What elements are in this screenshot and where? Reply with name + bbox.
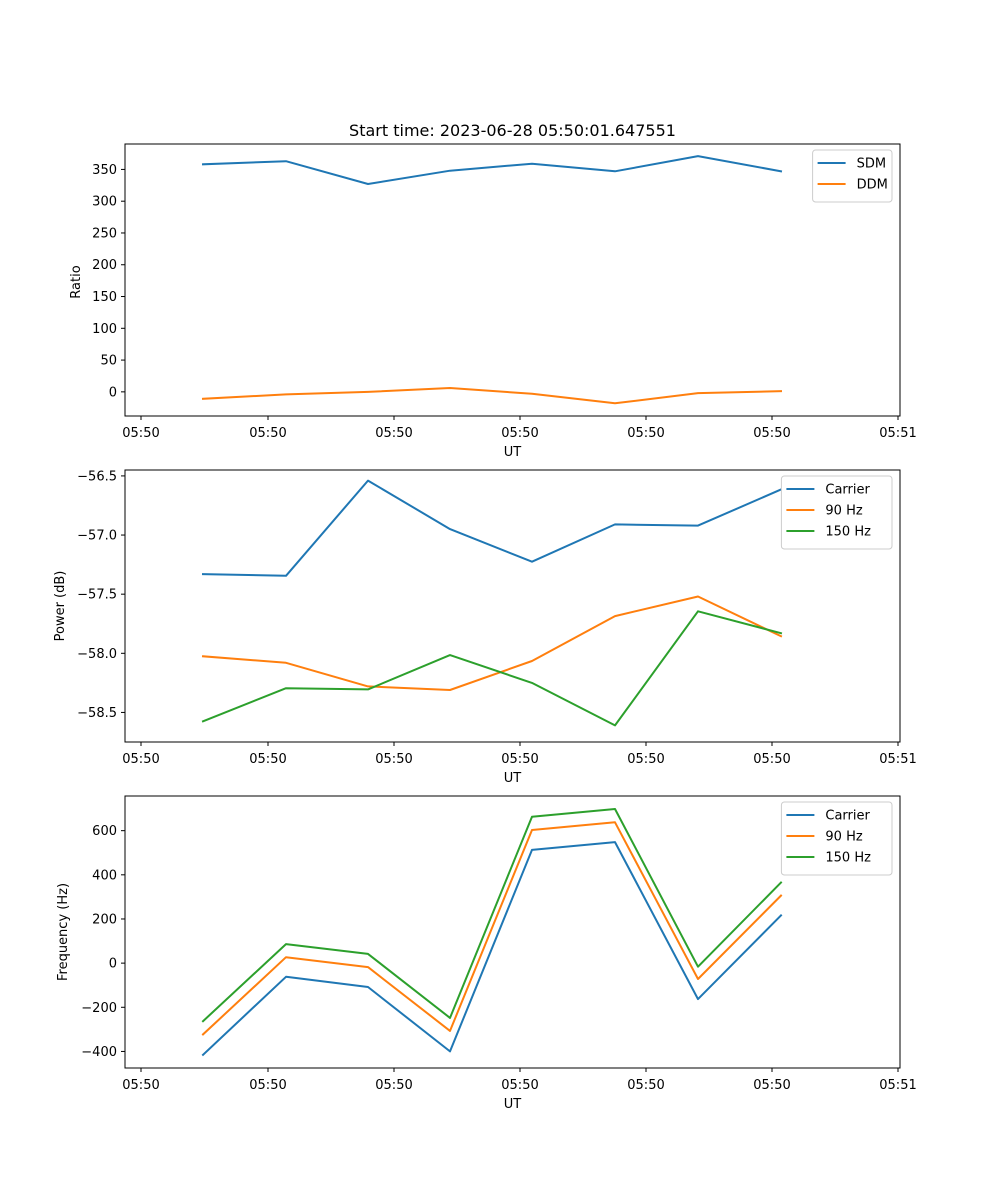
x-axis-label-power: UT — [504, 771, 522, 786]
x-tick-label-frequency: 05:50 — [627, 1078, 664, 1093]
legend-power: Carrier 90 Hz 150 Hz — [780, 475, 893, 550]
x-tick-label-frequency: 05:50 — [122, 1078, 159, 1093]
y-tick-label-frequency: 600 — [92, 824, 117, 839]
x-tick-label-power: 05:50 — [122, 752, 159, 767]
y-tick-label-ratio: 0 — [109, 385, 117, 400]
series-line-ratio-0 — [201, 155, 783, 185]
legend-ratio: SDM DDM — [812, 149, 893, 203]
x-axis-label-frequency: UT — [504, 1097, 522, 1112]
chart-title: Start time: 2023-06-28 05:50:01.647551 — [349, 121, 676, 140]
y-tick-label-ratio: 50 — [100, 354, 117, 369]
plot-frequency: 05:50 05:50 05:50 05:50 05:50 05:50 05:51 −400 −… — [81, 795, 917, 1093]
x-tick-label-power: 05:50 — [501, 752, 538, 767]
legend-label-frequency: Carrier — [825, 809, 870, 824]
y-tick-label-frequency: 200 — [92, 912, 117, 927]
x-tick-label-ratio: 05:50 — [753, 426, 790, 441]
x-tick-label-ratio: 05:50 — [122, 426, 159, 441]
legend-label-power: Carrier — [825, 483, 870, 498]
y-tick-label-frequency: −400 — [81, 1045, 117, 1060]
x-tick-label-frequency: 05:50 — [249, 1078, 286, 1093]
y-axis-label-frequency: Frequency (Hz) — [56, 883, 71, 981]
x-tick-label-frequency: 05:50 — [753, 1078, 790, 1093]
series-line-ratio-1 — [201, 387, 783, 405]
series-line-power-0 — [201, 479, 783, 577]
y-tick-label-frequency: −200 — [81, 1001, 117, 1016]
y-tick-label-frequency: 400 — [92, 868, 117, 883]
axes-frame-frequency — [124, 795, 901, 1069]
x-tick-label-ratio: 05:50 — [501, 426, 538, 441]
legend-label-frequency: 90 Hz — [825, 830, 862, 845]
y-axis-label-power: Power (dB) — [53, 571, 68, 642]
series-line-power-1 — [201, 595, 783, 691]
x-tick-label-ratio: 05:50 — [627, 426, 664, 441]
series-line-frequency-2 — [201, 808, 783, 1023]
axes-frame-power — [124, 469, 901, 743]
y-tick-label-frequency: 0 — [109, 957, 117, 972]
panel-power: Power (dB) UT — [53, 571, 521, 786]
x-tick-label-frequency: 05:50 — [375, 1078, 412, 1093]
y-tick-label-power: −57.5 — [77, 588, 117, 603]
x-tick-label-power: 05:50 — [375, 752, 412, 767]
x-tick-label-frequency: 05:51 — [879, 1078, 916, 1093]
x-tick-label-ratio: 05:51 — [879, 426, 916, 441]
plot-ratio: 05:50 05:50 05:50 05:50 05:50 05:50 05:51 0 50 10… — [92, 143, 917, 441]
legend-label-frequency: 150 Hz — [825, 851, 871, 866]
series-line-power-2 — [201, 610, 783, 727]
legend-label-power: 90 Hz — [825, 504, 862, 519]
legend-label-ratio: DDM — [857, 178, 888, 193]
y-tick-label-ratio: 100 — [92, 322, 117, 337]
x-tick-label-ratio: 05:50 — [375, 426, 412, 441]
x-tick-label-power: 05:51 — [879, 752, 916, 767]
series-line-frequency-0 — [201, 841, 783, 1057]
plot-power: 05:50 05:50 05:50 05:50 05:50 05:50 05:51 −58.5… — [77, 469, 917, 767]
y-tick-label-ratio: 250 — [92, 226, 117, 241]
y-axis-label-ratio: Ratio — [69, 265, 84, 298]
y-tick-label-power: −58.0 — [77, 647, 117, 662]
legend-label-ratio: SDM — [857, 157, 886, 172]
y-tick-label-ratio: 300 — [92, 195, 117, 210]
legend-frequency: Carrier 90 Hz 150 Hz — [780, 801, 893, 876]
x-tick-label-frequency: 05:50 — [501, 1078, 538, 1093]
y-tick-label-ratio: 200 — [92, 258, 117, 273]
legend-label-power: 150 Hz — [825, 525, 871, 540]
x-tick-label-power: 05:50 — [627, 752, 664, 767]
series-line-frequency-1 — [201, 821, 783, 1036]
x-tick-label-power: 05:50 — [249, 752, 286, 767]
x-axis-label-ratio: UT — [504, 445, 522, 460]
y-tick-label-ratio: 150 — [92, 290, 117, 305]
panel-ratio: Ratio UT — [69, 265, 521, 460]
x-tick-label-ratio: 05:50 — [249, 426, 286, 441]
y-tick-label-power: −58.5 — [77, 706, 117, 721]
panel-frequency: Frequency (Hz) UT — [56, 883, 521, 1112]
x-tick-label-power: 05:50 — [753, 752, 790, 767]
y-tick-label-power: −56.5 — [77, 469, 117, 484]
y-tick-label-power: −57.0 — [77, 529, 117, 544]
axes-frame-ratio — [124, 143, 901, 417]
y-tick-label-ratio: 350 — [92, 163, 117, 178]
